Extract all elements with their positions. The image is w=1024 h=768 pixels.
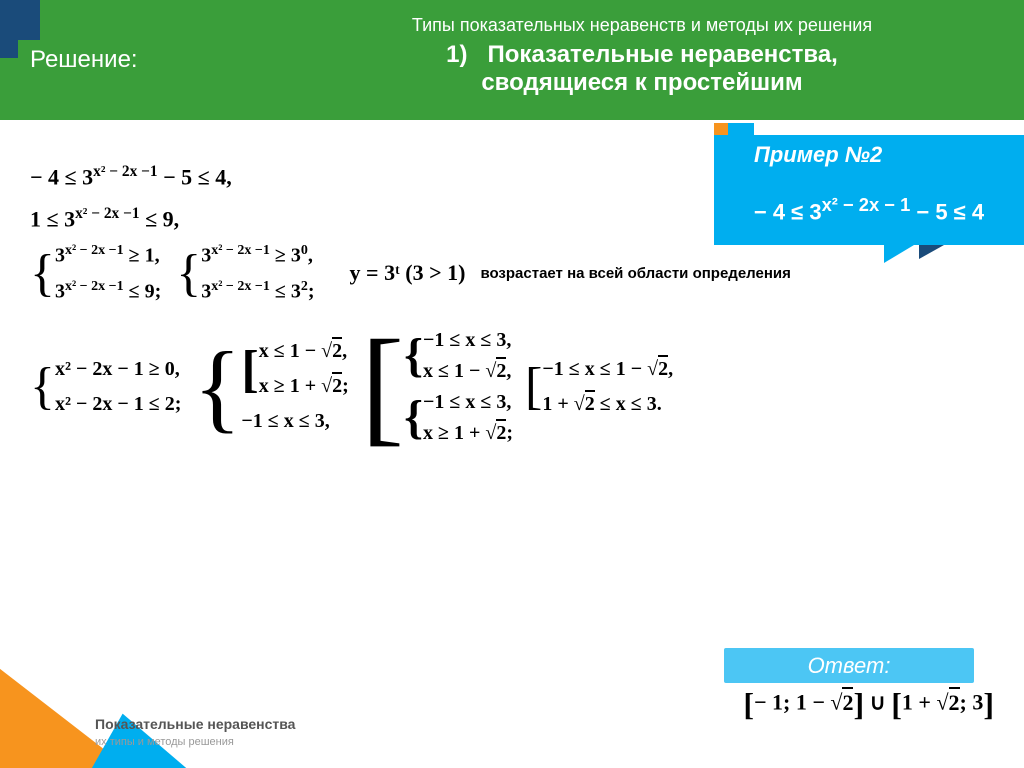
header-subtitle: Типы показательных неравенств и методы и… bbox=[290, 15, 994, 36]
content-area: − 4 ≤ 3x² − 2x −1 − 5 ≤ 4, 1 ≤ 3x² − 2x … bbox=[30, 155, 994, 445]
system-6: [ −1 ≤ x ≤ 1 − √2, 1 + √2 ≤ x ≤ 3. bbox=[525, 358, 673, 416]
system-3: { x² − 2x − 1 ≥ 0, x² − 2x − 1 ≤ 2; bbox=[30, 358, 181, 416]
system-2: { 3x² − 2x −1 ≥ 30, 3x² − 2x −1 ≤ 32; bbox=[176, 243, 314, 304]
system-5: [ { −1 ≤ x ≤ 3, x ≤ 1 − √2, { −1 ≤ x ≤ 3… bbox=[361, 329, 513, 445]
header-left: Решение: bbox=[0, 0, 260, 120]
footer-text: Показательные неравенства их типы и мето… bbox=[95, 716, 295, 748]
step-line-1: − 4 ≤ 3x² − 2x −1 − 5 ≤ 4, bbox=[30, 163, 994, 190]
answer-content: [− 1; 1 − √2] ∪ [1 + √2; 3] bbox=[743, 686, 994, 723]
system-1: { 3x² − 2x −1 ≥ 1, 3x² − 2x −1 ≤ 9; bbox=[30, 243, 161, 304]
step-line-2: 1 ≤ 3x² − 2x −1 ≤ 9, bbox=[30, 205, 994, 232]
footer-decoration bbox=[0, 638, 260, 768]
header-main-line: 1) Показательные неравенства, сводящиеся… bbox=[290, 41, 994, 97]
answer-label: Ответ: bbox=[724, 648, 974, 683]
function-def: y = 3ᵗ (3 > 1) bbox=[350, 260, 466, 286]
row-systems-2: { x² − 2x − 1 ≥ 0, x² − 2x − 1 ≤ 2; { [ … bbox=[30, 329, 994, 445]
monotone-note: возрастает на всей области определения bbox=[480, 265, 790, 282]
row-systems-1: { 3x² − 2x −1 ≥ 1, 3x² − 2x −1 ≤ 9; { 3x… bbox=[30, 243, 994, 304]
header-number: 1) bbox=[446, 41, 467, 68]
system-4: { [ x ≤ 1 − √2, x ≥ 1 + √2; −1 ≤ x ≤ 3, bbox=[193, 340, 348, 433]
header: Решение: Типы показательных неравенств и… bbox=[0, 0, 1024, 120]
header-right: Типы показательных неравенств и методы и… bbox=[260, 0, 1024, 120]
header-main2: сводящиеся к простейшим bbox=[481, 69, 802, 96]
solution-title: Решение: bbox=[30, 46, 138, 74]
header-main1: Показательные неравенства, bbox=[488, 41, 838, 68]
